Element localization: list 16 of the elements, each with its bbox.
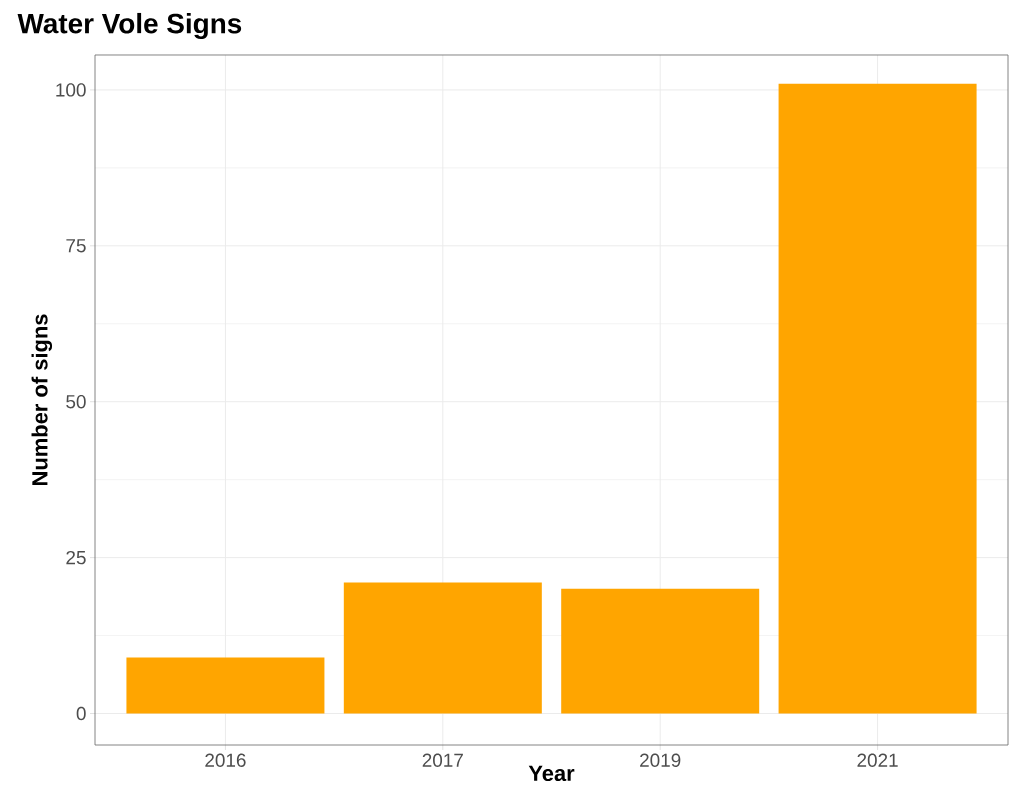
y-axis-title: Number of signs — [31, 314, 53, 485]
chart-title: Water Vole Signs — [17, 12, 242, 40]
bar — [343, 582, 542, 714]
x-tick-label: 2017 — [422, 753, 463, 767]
bar — [126, 657, 325, 714]
x-tick-label: 2021 — [857, 753, 898, 767]
y-tick-label: 25 — [66, 550, 86, 565]
x-tick-label: 2016 — [205, 753, 246, 767]
y-tick-label: 75 — [66, 239, 86, 253]
y-tick-label: 0 — [76, 706, 86, 721]
x-tick-label: 2019 — [640, 753, 681, 767]
y-tick-label: 50 — [66, 395, 86, 409]
bar — [778, 83, 977, 714]
x-axis-title: Year — [528, 765, 575, 782]
y-tick-label: 100 — [56, 83, 86, 97]
bar — [561, 588, 760, 714]
